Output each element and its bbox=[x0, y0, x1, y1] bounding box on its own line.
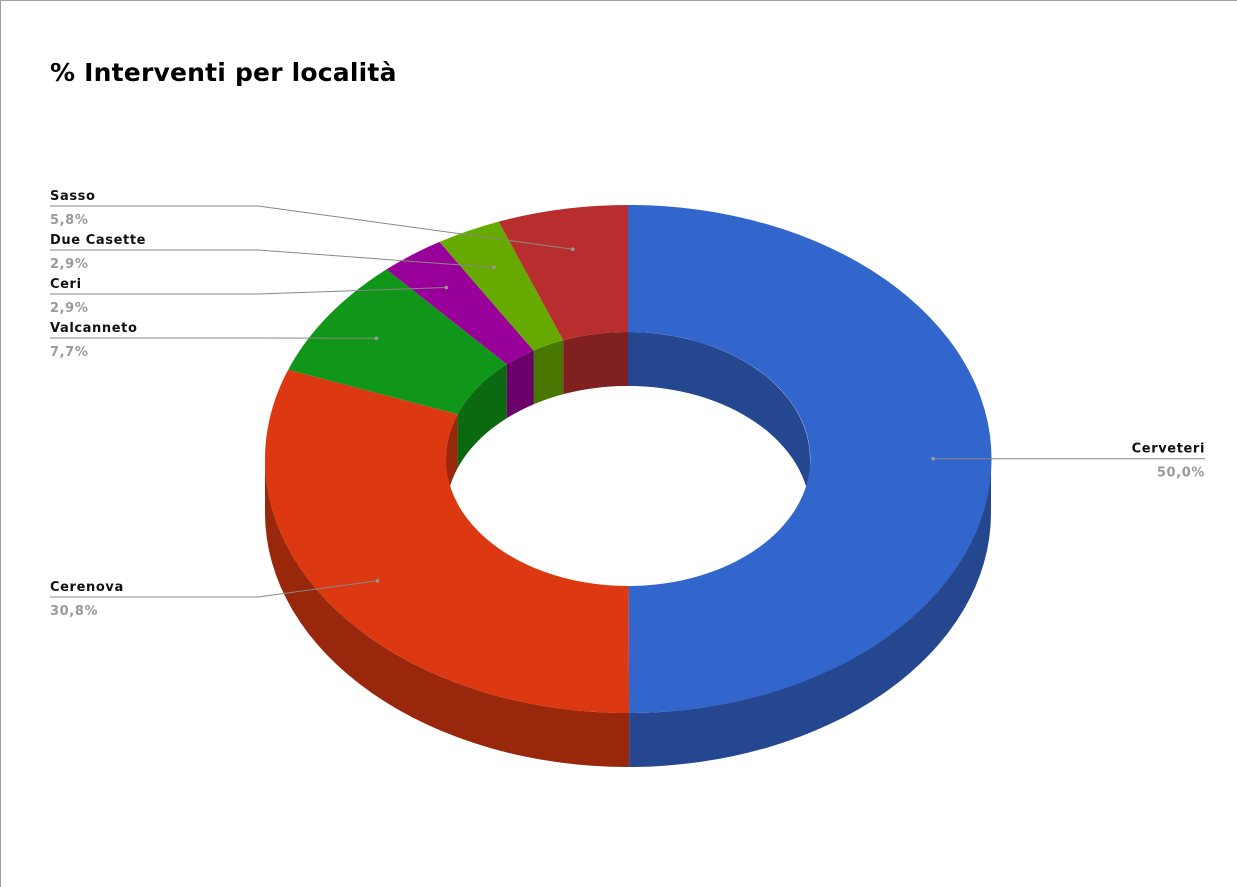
slice-label-name: Valcanneto bbox=[50, 321, 138, 336]
label-cerveteri: Cerveteri 50,0% bbox=[931, 442, 1205, 481]
slice-sasso[interactable] bbox=[498, 204, 628, 341]
slice-label-name: Cerveteri bbox=[1132, 442, 1205, 457]
slice-cerveteri[interactable] bbox=[628, 204, 992, 714]
slice-ceri[interactable] bbox=[386, 241, 534, 365]
leader-dot bbox=[374, 336, 379, 341]
slice-label-name: Sasso bbox=[50, 189, 96, 204]
slice-label-value: 50,0% bbox=[1157, 466, 1205, 481]
label-ceri: Ceri 2,9% bbox=[50, 277, 449, 316]
donut-depth bbox=[265, 459, 991, 768]
slice-labels: Cerveteri 50,0% Cerenova 30,8% Valcanneto 7,7… bbox=[50, 189, 1205, 619]
label-due-casette: Due Casette 2,9% bbox=[50, 233, 496, 272]
leader-line bbox=[50, 205, 573, 250]
donut-slices bbox=[265, 204, 992, 714]
slice-label-value: 2,9% bbox=[50, 301, 88, 316]
slice-label-name: Cerenova bbox=[50, 580, 124, 595]
label-valcanneto: Valcanneto 7,7% bbox=[50, 321, 379, 360]
side-cerenova bbox=[265, 459, 630, 768]
inner-wall-valcanneto bbox=[457, 364, 507, 469]
slice-label-name: Due Casette bbox=[50, 233, 146, 248]
leader-line bbox=[50, 249, 494, 268]
slice-label-value: 2,9% bbox=[50, 257, 88, 272]
slice-label-name: Ceri bbox=[50, 277, 82, 292]
label-cerenova: Cerenova 30,8% bbox=[50, 579, 380, 619]
inner-wall-due-casette bbox=[533, 340, 564, 405]
side-cerveteri bbox=[629, 459, 991, 767]
leader-dot bbox=[492, 265, 496, 270]
leader-dot bbox=[931, 456, 935, 461]
slice-cerenova[interactable] bbox=[265, 369, 630, 714]
slice-label-value: 30,8% bbox=[50, 604, 98, 619]
label-sasso: Sasso 5,8% bbox=[50, 189, 575, 251]
slice-valcanneto[interactable] bbox=[288, 269, 507, 415]
slice-label-value: 7,7% bbox=[50, 345, 88, 360]
leader-line bbox=[50, 580, 378, 598]
slice-due-casette[interactable] bbox=[439, 221, 564, 351]
leader-dot bbox=[444, 285, 449, 290]
leader-dot bbox=[375, 579, 380, 583]
inner-wall-ceri bbox=[506, 350, 534, 419]
leader-dot bbox=[571, 247, 575, 251]
slice-label-value: 5,8% bbox=[50, 213, 88, 228]
inner-wall-sasso bbox=[563, 332, 628, 395]
inner-wall-cerveteri bbox=[628, 332, 810, 513]
chart-title: % Interventi per località bbox=[50, 58, 397, 87]
leader-line bbox=[50, 287, 447, 295]
